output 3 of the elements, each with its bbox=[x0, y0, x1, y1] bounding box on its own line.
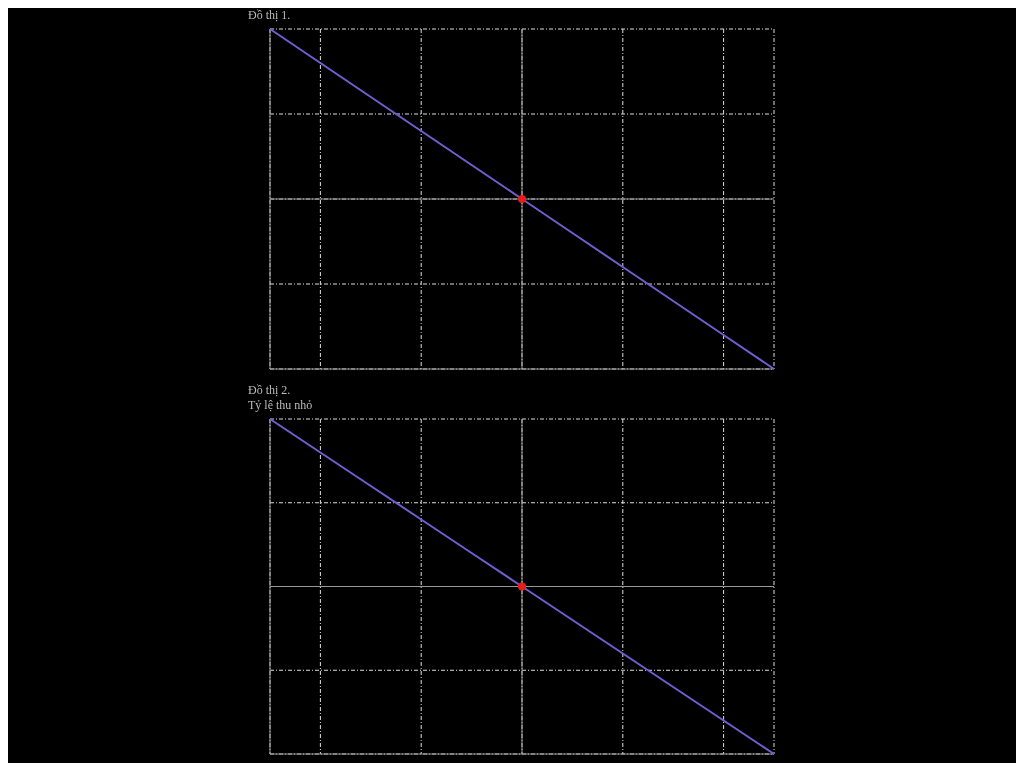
chart-title: Đồ thị 2. bbox=[248, 383, 292, 398]
chart-subtitle: Tỷ lệ thu nhỏ bbox=[248, 398, 314, 413]
chart-title: Đồ thị 1. bbox=[248, 8, 292, 23]
